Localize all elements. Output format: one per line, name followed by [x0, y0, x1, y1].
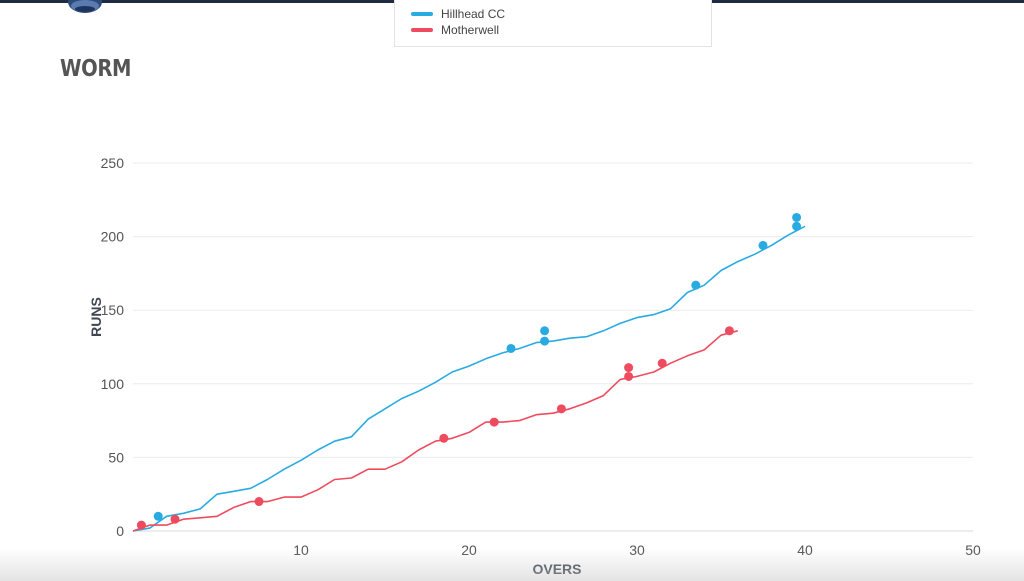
series-line-1 [132, 225, 806, 532]
y-axis-label: RUNS [88, 297, 104, 337]
wicket-point-series-2[interactable] [624, 371, 634, 381]
legend-label-series-1: Hillhead CC [441, 7, 506, 21]
y-tick-label: 0 [116, 523, 124, 539]
x-tick-label: 30 [629, 542, 645, 558]
y-tick-label: 150 [101, 302, 125, 318]
wicket-point-series-1[interactable] [792, 221, 802, 231]
wicket-point-series-1[interactable] [153, 511, 163, 521]
y-tick-label: 250 [101, 155, 125, 171]
y-tick-label: 50 [108, 449, 124, 465]
legend-item-series-2[interactable]: Motherwell [411, 22, 499, 38]
legend-item-series-1[interactable]: Hillhead CC [411, 6, 505, 22]
x-tick-label: 20 [461, 542, 477, 558]
wicket-point-series-2[interactable] [254, 497, 264, 507]
team-logo-icon [62, 0, 108, 16]
wicket-point-series-1[interactable] [758, 240, 768, 250]
chart-legend: Hillhead CC Motherwell [394, 0, 712, 47]
x-tick-label: 40 [797, 542, 813, 558]
x-axis-label: OVERS [532, 561, 581, 577]
wicket-point-series-1[interactable] [691, 280, 701, 290]
wicket-point-series-2[interactable] [136, 520, 146, 530]
wicket-point-series-1[interactable] [540, 336, 550, 346]
series-line-2 [132, 330, 739, 532]
page-title: WORM [60, 56, 132, 82]
wicket-point-series-2[interactable] [556, 404, 566, 414]
x-tick-label: 50 [965, 542, 981, 558]
wicket-point-series-2[interactable] [657, 358, 667, 368]
y-tick-label: 100 [101, 376, 125, 392]
wicket-point-series-2[interactable] [624, 363, 634, 373]
wicket-point-series-1[interactable] [540, 326, 550, 336]
wicket-point-series-2[interactable] [489, 417, 499, 427]
wicket-point-series-1[interactable] [792, 212, 802, 222]
legend-swatch-series-2 [411, 28, 433, 32]
x-tick-label: 10 [293, 542, 309, 558]
legend-swatch-series-1 [411, 12, 433, 16]
y-tick-label: 200 [101, 229, 125, 245]
legend-label-series-2: Motherwell [441, 23, 500, 37]
wicket-point-series-2[interactable] [724, 326, 734, 336]
wicket-point-series-2[interactable] [439, 433, 449, 443]
wicket-point-series-2[interactable] [170, 514, 180, 524]
wicket-point-series-1[interactable] [506, 343, 516, 353]
